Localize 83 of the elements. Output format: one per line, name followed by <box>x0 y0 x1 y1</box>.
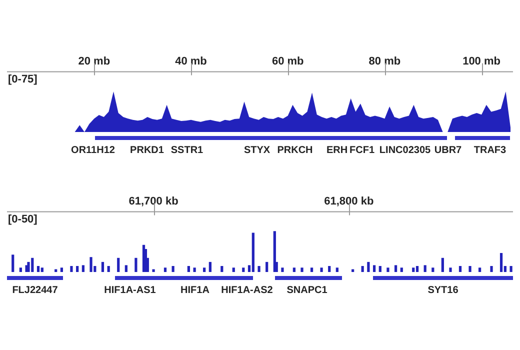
bar <box>258 266 260 272</box>
bar <box>172 266 174 272</box>
bar <box>300 268 304 272</box>
bar <box>510 266 512 272</box>
bar <box>76 266 79 272</box>
bar <box>54 269 58 272</box>
bar <box>400 268 403 272</box>
text: HIF1A <box>180 285 210 296</box>
bar <box>490 266 493 272</box>
bar <box>449 268 452 272</box>
bar <box>500 253 503 272</box>
bar <box>208 262 212 272</box>
bar <box>378 266 382 272</box>
bar <box>31 258 34 272</box>
bar <box>164 268 167 272</box>
y-axis-title: [0-75] <box>8 74 38 86</box>
x-tick-label: 80 mb <box>368 56 401 68</box>
text: SSTR1 <box>170 145 204 156</box>
bar <box>458 266 462 272</box>
bar <box>220 266 224 272</box>
bar <box>101 262 104 272</box>
y-axis-title: [0-50] <box>8 214 38 226</box>
bar <box>386 268 390 272</box>
bar <box>193 268 196 272</box>
x-tick-label: 20 mb <box>78 56 110 68</box>
bar <box>203 268 206 272</box>
bar <box>281 268 284 272</box>
bar <box>40 268 44 272</box>
bar <box>82 265 84 272</box>
bar <box>424 265 426 272</box>
bar <box>416 266 419 272</box>
bar <box>394 265 398 272</box>
text: PRKCH <box>277 145 313 156</box>
text: HIF1A-AS2 <box>221 285 273 296</box>
bar <box>361 266 364 272</box>
bar <box>90 257 92 272</box>
text: OR11H12 <box>71 145 115 156</box>
bar <box>107 266 110 272</box>
bar <box>19 268 22 272</box>
text: FCF1 <box>350 145 374 156</box>
bar <box>320 268 323 272</box>
bar <box>372 265 376 272</box>
bar <box>336 268 338 272</box>
bar <box>310 268 314 272</box>
bar <box>441 258 444 272</box>
bar <box>70 266 73 272</box>
bar <box>134 258 138 272</box>
x-tick-label: 61,700 kb <box>128 196 179 208</box>
text: PRKD1 <box>130 145 164 156</box>
bar <box>60 268 64 272</box>
bar <box>124 265 128 272</box>
bar <box>468 266 472 272</box>
text: UBR7 <box>434 145 462 156</box>
bar <box>478 268 482 272</box>
x-tick-label: 60 mb <box>272 56 304 68</box>
text: STYX <box>244 145 270 156</box>
bar <box>328 266 331 272</box>
bar <box>292 268 296 272</box>
bar <box>12 254 14 272</box>
bar <box>152 269 155 272</box>
bar <box>266 262 268 272</box>
bar <box>36 266 40 272</box>
text: ERH <box>326 145 348 156</box>
bar <box>242 268 245 272</box>
x-tick-label: 40 mb <box>175 56 208 68</box>
bar <box>27 262 30 272</box>
bar <box>351 269 354 272</box>
x-tick-label: 61,800 kb <box>324 196 374 208</box>
text: HIF1A-AS1 <box>104 285 156 296</box>
bar <box>117 258 120 272</box>
text: SNAPC1 <box>286 285 328 296</box>
text: TRAF3 <box>474 145 506 156</box>
bar <box>187 266 190 272</box>
bar <box>412 268 415 272</box>
x-tick-label: 100 mb <box>462 56 501 68</box>
bar <box>367 262 370 272</box>
text: FLJ22447 <box>12 285 58 296</box>
text: LINC02305 <box>379 145 431 156</box>
bar <box>432 268 434 272</box>
bar <box>252 232 254 272</box>
bar <box>232 268 235 272</box>
text: SYT16 <box>428 285 458 296</box>
bar <box>273 231 276 272</box>
